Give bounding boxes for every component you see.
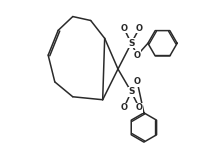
- Text: O: O: [136, 24, 143, 33]
- Text: O: O: [121, 24, 127, 33]
- Text: O: O: [136, 103, 143, 112]
- Text: S: S: [128, 39, 135, 48]
- Text: O: O: [134, 51, 141, 60]
- Text: S: S: [128, 87, 135, 96]
- Text: O: O: [121, 103, 127, 112]
- Text: O: O: [134, 77, 141, 86]
